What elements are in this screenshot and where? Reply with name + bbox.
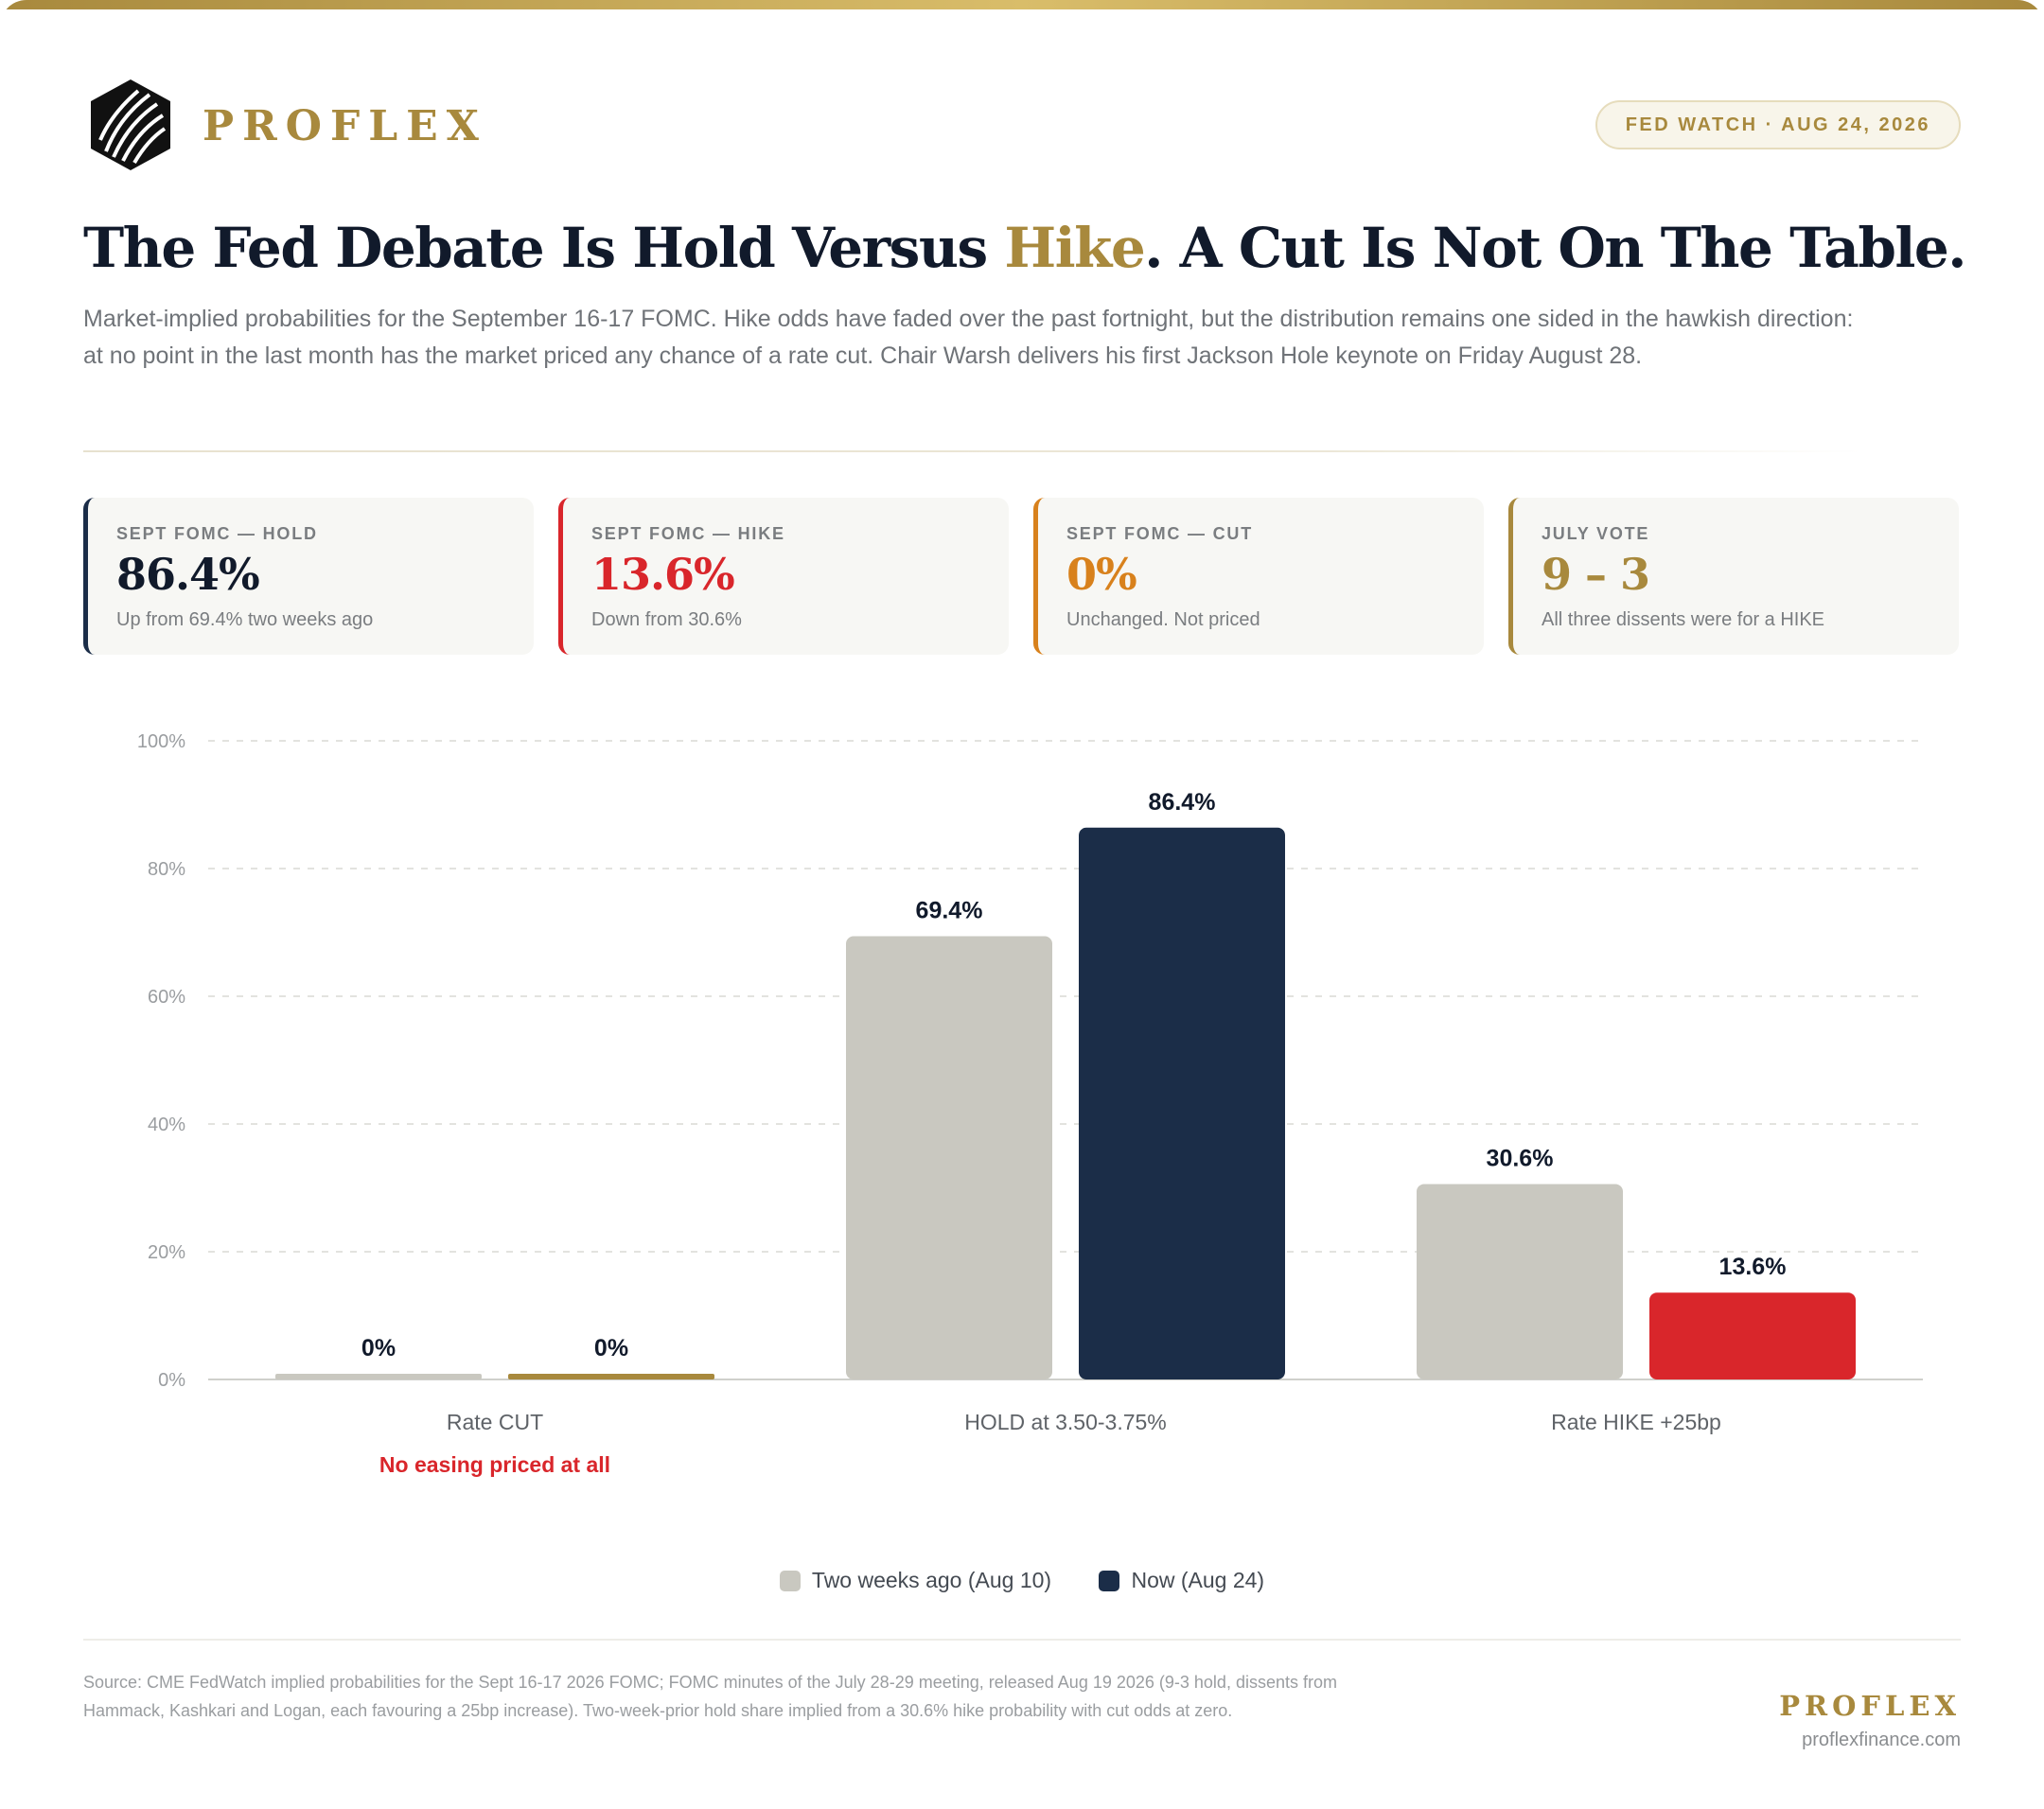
- legend-item-now: Now (Aug 24): [1099, 1568, 1264, 1593]
- bar-value-label: 0%: [594, 1335, 628, 1361]
- bar: [1079, 827, 1285, 1379]
- bar-value-label: 86.4%: [1149, 789, 1216, 816]
- bar: [846, 936, 1052, 1379]
- bar: [1649, 1292, 1856, 1379]
- chart-canvas: 0% 20% 40% 60% 80% 100% 0% 0% Rate CUT No easing …: [137, 731, 1923, 1477]
- bar-value-label: 13.6%: [1719, 1254, 1787, 1280]
- legend-swatch: [1099, 1571, 1120, 1592]
- footer-website: proflexfinance.com: [1802, 1730, 1961, 1750]
- stat-label: SEPT FOMC — HOLD: [116, 524, 318, 543]
- y-tick-label: 60%: [148, 987, 185, 1008]
- y-tick-label: 80%: [148, 859, 185, 880]
- bar: [1417, 1184, 1623, 1379]
- stat-value: 86.4%: [116, 549, 260, 600]
- stat-card-cut: SEPT FOMC — CUT 0% Unchanged. Not priced: [1033, 498, 1484, 655]
- x-category-label: Rate HIKE +25bp: [1551, 1410, 1721, 1434]
- legend-label: Two weeks ago (Aug 10): [811, 1568, 1052, 1593]
- stat-label: SEPT FOMC — HIKE: [591, 524, 785, 543]
- stat-card-vote: JULY VOTE 9 – 3 All three dissents were …: [1508, 498, 1959, 655]
- y-tick-label: 40%: [148, 1115, 185, 1135]
- category-note: No easing priced at all: [379, 1452, 610, 1477]
- stat-value: 13.6%: [591, 549, 735, 600]
- bar-chart: 0% 20% 40% 60% 80% 100% 0% 0% Rate CUT No easing …: [0, 700, 2044, 1552]
- stat-value: 0%: [1066, 549, 1137, 600]
- title-part-2: . A Cut Is Not On The Table.: [1144, 216, 1966, 280]
- stat-note: Unchanged. Not priced: [1066, 609, 1260, 630]
- stat-card-hold: SEPT FOMC — HOLD 86.4% Up from 69.4% two…: [83, 498, 534, 655]
- stat-note: All three dissents were for a HIKE: [1542, 609, 1825, 630]
- bar: [508, 1374, 714, 1379]
- page-title: The Fed Debate Is Hold Versus Hike. A Cu…: [83, 216, 1966, 280]
- y-tick-label: 0%: [158, 1370, 185, 1391]
- footer-brand: PROFLEX: [1779, 1690, 1961, 1722]
- footer-divider: [83, 1639, 1961, 1641]
- brand-name: PROFLEX: [203, 102, 487, 150]
- legend-label: Now (Aug 24): [1131, 1568, 1265, 1593]
- legend-swatch: [779, 1571, 801, 1592]
- title-highlight: Hike: [1004, 216, 1145, 280]
- source-note: Source: CME FedWatch implied probabiliti…: [83, 1673, 1337, 1720]
- stat-value: 9 – 3: [1542, 549, 1650, 600]
- x-category-label: Rate CUT: [447, 1410, 543, 1434]
- bar-value-label: 69.4%: [916, 898, 983, 924]
- proflex-logo-icon: [91, 79, 170, 170]
- stat-note: Down from 30.6%: [591, 609, 742, 630]
- bar-value-label: 30.6%: [1487, 1145, 1554, 1171]
- legend-item-prior: Two weeks ago (Aug 10): [779, 1568, 1052, 1593]
- bar: [275, 1374, 482, 1379]
- date-badge: FED WATCH · AUG 24, 2026: [1595, 100, 1961, 149]
- subtitle: Market-implied probabilities for the Sep…: [83, 306, 1854, 369]
- stat-card-hike: SEPT FOMC — HIKE 13.6% Down from 30.6%: [558, 498, 1009, 655]
- title-part-1: The Fed Debate Is Hold Versus: [83, 216, 1005, 280]
- stat-label: SEPT FOMC — CUT: [1066, 524, 1253, 543]
- bar-value-label: 0%: [361, 1335, 396, 1361]
- stat-label: JULY VOTE: [1542, 524, 1650, 543]
- accent-bar: [0, 0, 2044, 9]
- y-tick-label: 20%: [148, 1242, 185, 1263]
- y-tick-label: 100%: [137, 731, 185, 752]
- divider: [83, 450, 1862, 452]
- x-category-label: HOLD at 3.50-3.75%: [964, 1410, 1167, 1434]
- chart-legend: Two weeks ago (Aug 10) Now (Aug 24): [0, 1567, 2044, 1593]
- stat-note: Up from 69.4% two weeks ago: [116, 609, 374, 630]
